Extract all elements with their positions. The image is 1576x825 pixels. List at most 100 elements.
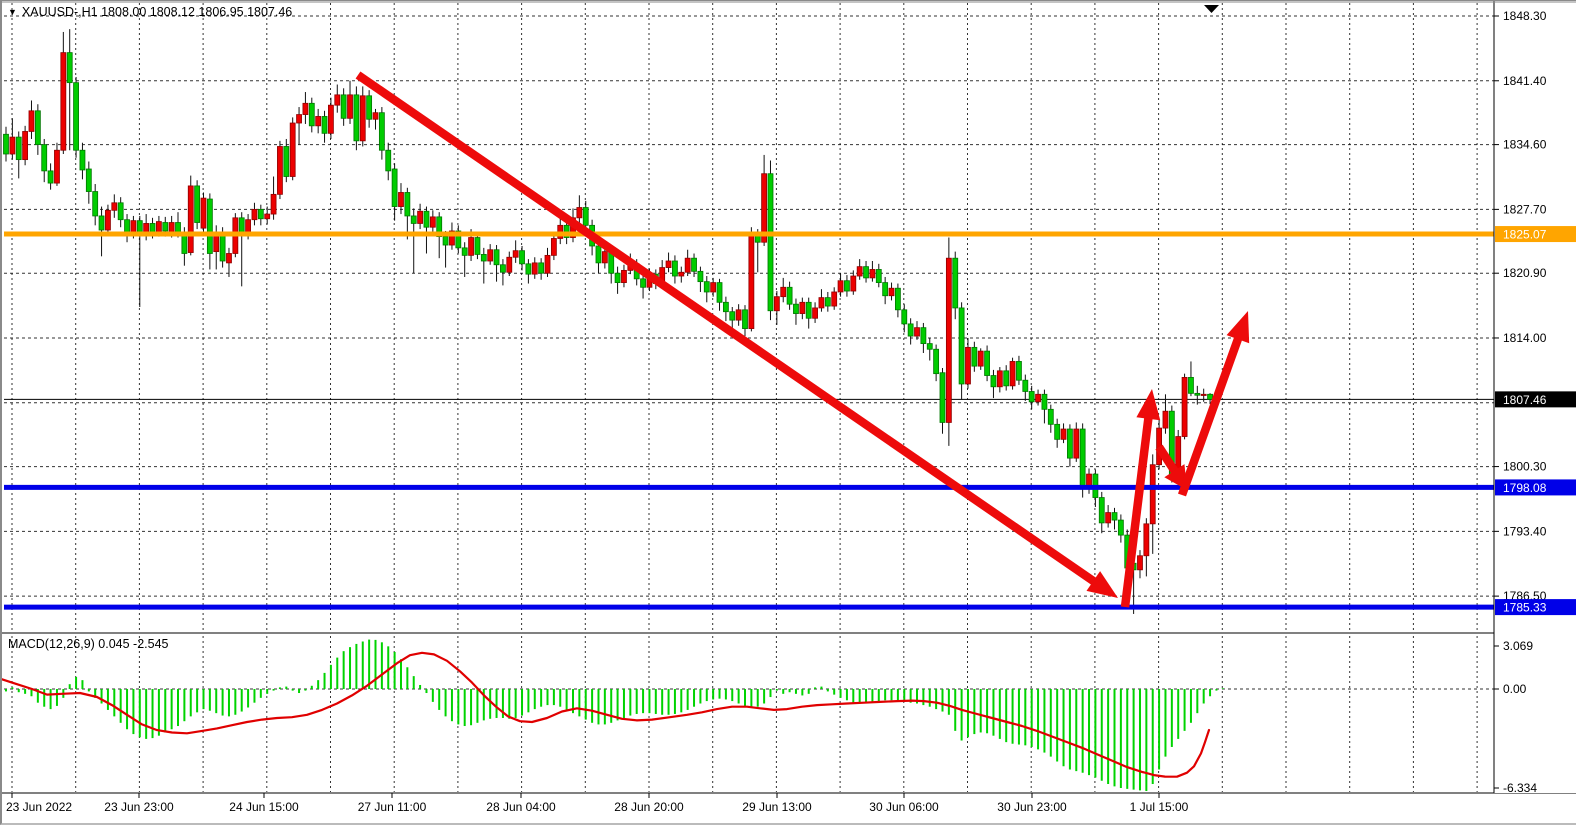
candle-body xyxy=(595,245,602,264)
candle-body xyxy=(168,222,175,234)
candle-body xyxy=(264,213,271,220)
candle-body xyxy=(1016,361,1022,381)
candle-body xyxy=(289,122,296,177)
candle-body xyxy=(500,264,506,273)
collapse-indicator-icon[interactable]: ▼ xyxy=(8,7,17,17)
candle-body xyxy=(391,168,398,207)
time-axis-label: 23 Jun 23:00 xyxy=(104,800,174,814)
price-axis-label: 1820.90 xyxy=(1503,266,1547,280)
candle-body xyxy=(1009,361,1016,387)
candle-body xyxy=(162,222,169,232)
candle-body xyxy=(398,192,404,207)
chart-shift-marker-icon[interactable] xyxy=(1204,5,1219,13)
candle-body xyxy=(576,207,583,219)
candle-body xyxy=(340,94,347,119)
candle-body xyxy=(601,251,608,264)
impulse-up-arrow-head[interactable] xyxy=(1136,389,1161,421)
candle-body xyxy=(1137,555,1143,571)
candle-body xyxy=(474,237,481,255)
candle-body xyxy=(697,270,704,283)
candle-body xyxy=(614,272,621,283)
candle-body xyxy=(130,220,137,233)
candle-body xyxy=(378,112,385,151)
candle-body xyxy=(780,286,787,298)
candle-body xyxy=(105,209,111,231)
candle-body xyxy=(1143,523,1150,557)
candle-body xyxy=(672,260,678,277)
candle-body xyxy=(538,262,545,274)
downtrend-line[interactable] xyxy=(355,71,1099,587)
candle-body xyxy=(525,263,532,275)
candle-body xyxy=(124,219,130,233)
candle-body xyxy=(996,370,1003,388)
candle-body xyxy=(710,282,717,293)
candle-body xyxy=(1003,370,1010,387)
candle-body xyxy=(34,110,41,146)
candle-body xyxy=(1060,428,1067,440)
candle-body xyxy=(958,307,965,385)
price-axis-label: 1841.40 xyxy=(1503,74,1547,88)
candle-body xyxy=(1028,391,1035,403)
candle-body xyxy=(678,271,685,277)
candle-body xyxy=(563,224,570,238)
candle-body xyxy=(449,230,455,246)
candle-body xyxy=(582,207,589,226)
candle-body xyxy=(385,149,392,172)
forecast-up-arrow-head[interactable] xyxy=(1226,311,1250,344)
candle-body xyxy=(812,307,818,319)
candle-body xyxy=(277,146,283,195)
candle-body xyxy=(506,256,513,273)
candle-body xyxy=(550,238,557,256)
candle-body xyxy=(945,257,952,423)
candle-body xyxy=(73,82,79,151)
candle-body xyxy=(1181,376,1188,437)
candle-body xyxy=(977,350,984,367)
candle-body xyxy=(238,217,245,235)
candle-body xyxy=(640,278,646,288)
time-axis-label: 27 Jun 11:00 xyxy=(358,800,427,814)
candle-body xyxy=(15,136,22,161)
symbol-ohlc-title: ▼ XAUUSD-,H1 1808.00 1808.12 1806.95 1807… xyxy=(8,5,292,19)
candle-body xyxy=(79,149,86,171)
candle-body xyxy=(1207,393,1213,400)
macd-axis-label: 0.00 xyxy=(1503,682,1527,696)
candle-body xyxy=(888,287,895,297)
level-badge xyxy=(1495,226,1576,243)
candle-body xyxy=(1111,512,1118,521)
impulse-up-arrow[interactable] xyxy=(1120,414,1154,608)
candle-body xyxy=(761,173,768,243)
candle-body xyxy=(187,185,194,253)
candle-body xyxy=(436,216,443,237)
candle-body xyxy=(423,210,430,228)
candle-body xyxy=(181,233,188,254)
candle-body xyxy=(894,287,901,311)
candle-body xyxy=(665,260,672,268)
candle-body xyxy=(882,282,889,297)
candle-body xyxy=(66,52,73,84)
level-badge-label: 1785.33 xyxy=(1503,601,1547,615)
candle-body xyxy=(1054,423,1061,440)
candle-body xyxy=(200,197,207,229)
candle-body xyxy=(1035,393,1041,403)
candle-body xyxy=(691,257,697,272)
candle-body xyxy=(990,375,997,388)
forecast-up-arrow[interactable] xyxy=(1177,334,1244,497)
candle-body xyxy=(206,198,213,254)
downtrend-line-head[interactable] xyxy=(1086,571,1118,598)
candle-body xyxy=(283,146,290,177)
candle-body xyxy=(315,116,322,127)
candle-body xyxy=(487,249,494,262)
time-axis-label: 29 Jun 13:00 xyxy=(742,800,812,814)
candle-body xyxy=(901,309,908,325)
candle-body xyxy=(47,170,54,184)
candle-body xyxy=(22,131,29,161)
candle-body xyxy=(359,95,366,142)
price-axis-label: 1814.00 xyxy=(1503,331,1547,345)
candle-body xyxy=(544,254,551,274)
candle-body xyxy=(984,350,990,376)
time-axis-label: 30 Jun 23:00 xyxy=(997,800,1067,814)
pullback-down-arrow-head[interactable] xyxy=(1164,464,1187,490)
pullback-down-arrow[interactable] xyxy=(1155,444,1181,477)
